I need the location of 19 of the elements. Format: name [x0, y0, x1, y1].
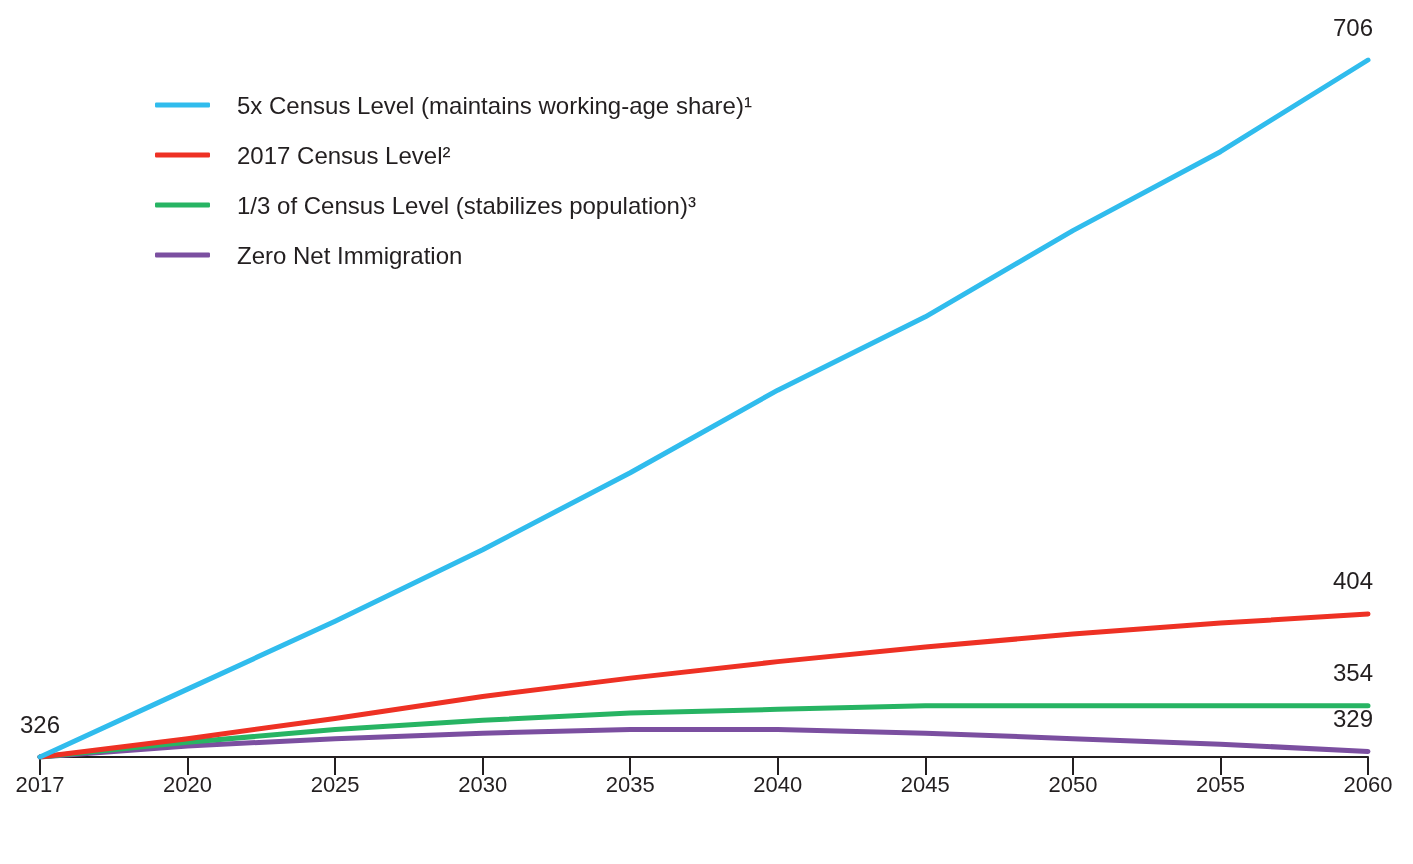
x-tick-label: 2035: [605, 771, 655, 797]
x-tick-label: 2055: [1195, 771, 1245, 797]
x-tick-label: 2050: [1048, 771, 1098, 797]
x-tick-label: 2040: [753, 771, 803, 797]
legend-label: Zero Net Immigration: [237, 241, 463, 269]
data-label: 326: [20, 710, 61, 738]
legend-label: 1/3 of Census Level (stabilizes population)³: [237, 191, 696, 219]
x-tick-label: 2025: [310, 771, 360, 797]
data-label: 354: [1333, 659, 1374, 687]
data-label: 404: [1333, 567, 1374, 595]
x-tick-label: 2020: [163, 771, 213, 797]
legend-label: 5x Census Level (maintains working-age share)¹: [237, 91, 752, 119]
data-label: 329: [1333, 705, 1374, 732]
x-tick-label: 2060: [1343, 771, 1393, 797]
x-tick-label: 2045: [900, 771, 950, 797]
legend-label: 2017 Census Level²: [237, 141, 451, 169]
data-label: 706: [1333, 13, 1374, 41]
x-tick-label: 2017: [15, 771, 65, 797]
x-tick-label: 2030: [458, 771, 508, 797]
